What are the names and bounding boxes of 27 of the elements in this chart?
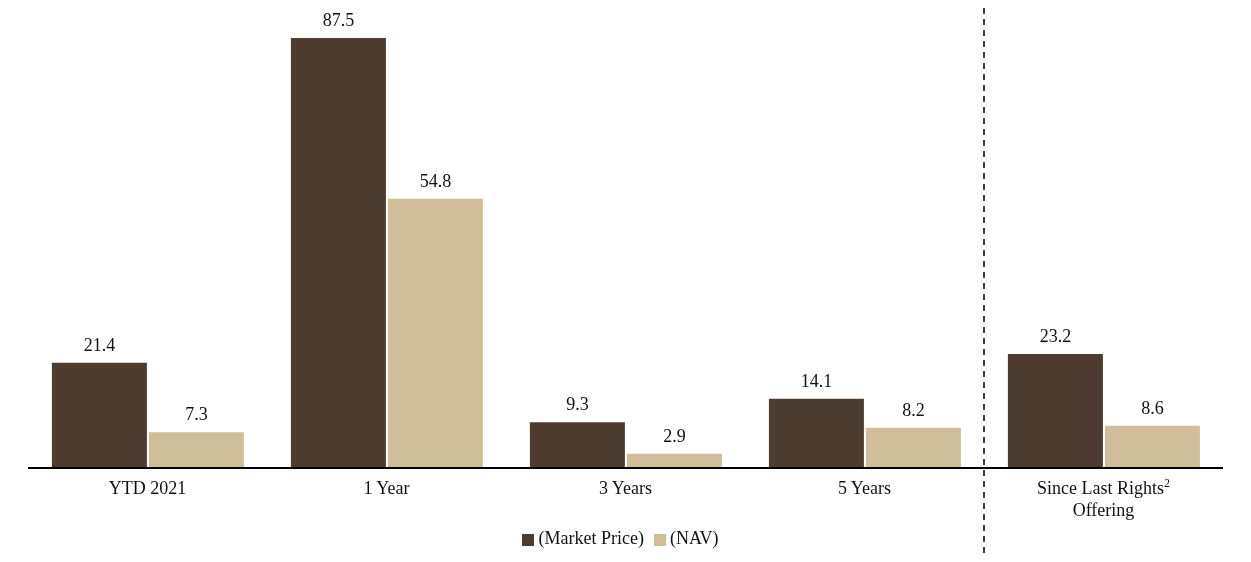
x-tick-label: 1 Year [363, 478, 410, 498]
bar [865, 427, 961, 468]
bar [290, 38, 386, 468]
bar [1007, 353, 1103, 468]
x-tick-label: 5 Years [837, 478, 892, 498]
legend-label: (Market Price) [538, 528, 644, 548]
data-label: 8.2 [902, 399, 925, 420]
category-label: Since Last Rights$^{2}$ Offering [1037, 476, 1170, 520]
data-label: 54.8 [419, 170, 452, 191]
legend-label: (NAV) [669, 528, 719, 548]
data-label: 21.4 [83, 334, 116, 355]
data-label: 87.5 [322, 10, 355, 30]
bar [529, 422, 625, 468]
x-tick-label: YTD 2021 [108, 478, 187, 498]
data-label: 8.6 [1141, 397, 1164, 418]
data-label: 7.3 [185, 404, 208, 425]
data-label: 14.1 [800, 370, 833, 391]
x-tick-label: 3 Years [598, 478, 653, 498]
data-label: 23.2 [1039, 325, 1072, 346]
bar [768, 398, 864, 468]
bar [1104, 425, 1200, 468]
bar [626, 453, 722, 468]
data-label: 9.3 [566, 394, 589, 415]
bar [387, 198, 483, 468]
data-label: 2.9 [663, 425, 686, 446]
bar [148, 432, 244, 468]
bar [51, 362, 147, 468]
